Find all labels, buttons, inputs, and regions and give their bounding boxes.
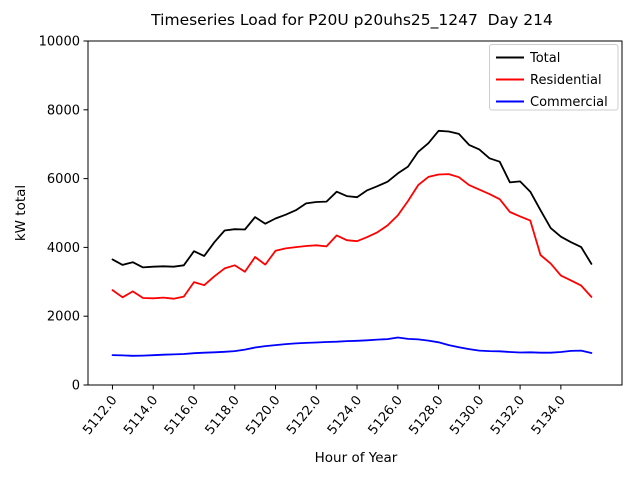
x-tick-label: 5132.0	[488, 393, 528, 438]
legend-label-commercial: Commercial	[530, 95, 608, 110]
x-axis-label: Hour of Year	[315, 450, 398, 466]
y-tick-label: 8000	[47, 103, 80, 118]
x-tick-label: 5114.0	[121, 393, 161, 438]
y-tick-label: 2000	[47, 310, 80, 325]
y-tick-label: 6000	[47, 172, 80, 187]
x-tick-label: 5128.0	[406, 393, 446, 438]
x-tick-label: 5134.0	[529, 393, 569, 438]
total-line	[111, 129, 593, 269]
legend-frame	[489, 44, 619, 111]
y-axis-label: kW total	[13, 185, 29, 241]
x-tick-label: 5112.0	[80, 393, 120, 438]
legend-label-residential: Residential	[530, 73, 602, 88]
x-tick-label: 5120.0	[243, 393, 283, 438]
y-tick-label: 0	[72, 379, 80, 394]
axes-frame	[87, 40, 623, 386]
x-tick-label: 5126.0	[366, 393, 406, 438]
x-tick-label: 5118.0	[203, 393, 243, 438]
legend: Total Residential Commercial	[489, 44, 619, 111]
residential-line	[111, 173, 593, 300]
x-tick-label: 5122.0	[284, 393, 324, 438]
y-tick-label: 10000	[39, 35, 80, 50]
commercial-line	[111, 336, 593, 357]
x-tick-label: 5130.0	[447, 393, 487, 438]
x-tick-label: 5124.0	[325, 393, 365, 438]
legend-label-total: Total	[529, 51, 560, 66]
y-tick-label: 4000	[47, 241, 80, 256]
x-tick-label: 5116.0	[162, 393, 202, 438]
chart-title: Timeseries Load for P20U p20uhs25_1247 D…	[150, 11, 553, 30]
